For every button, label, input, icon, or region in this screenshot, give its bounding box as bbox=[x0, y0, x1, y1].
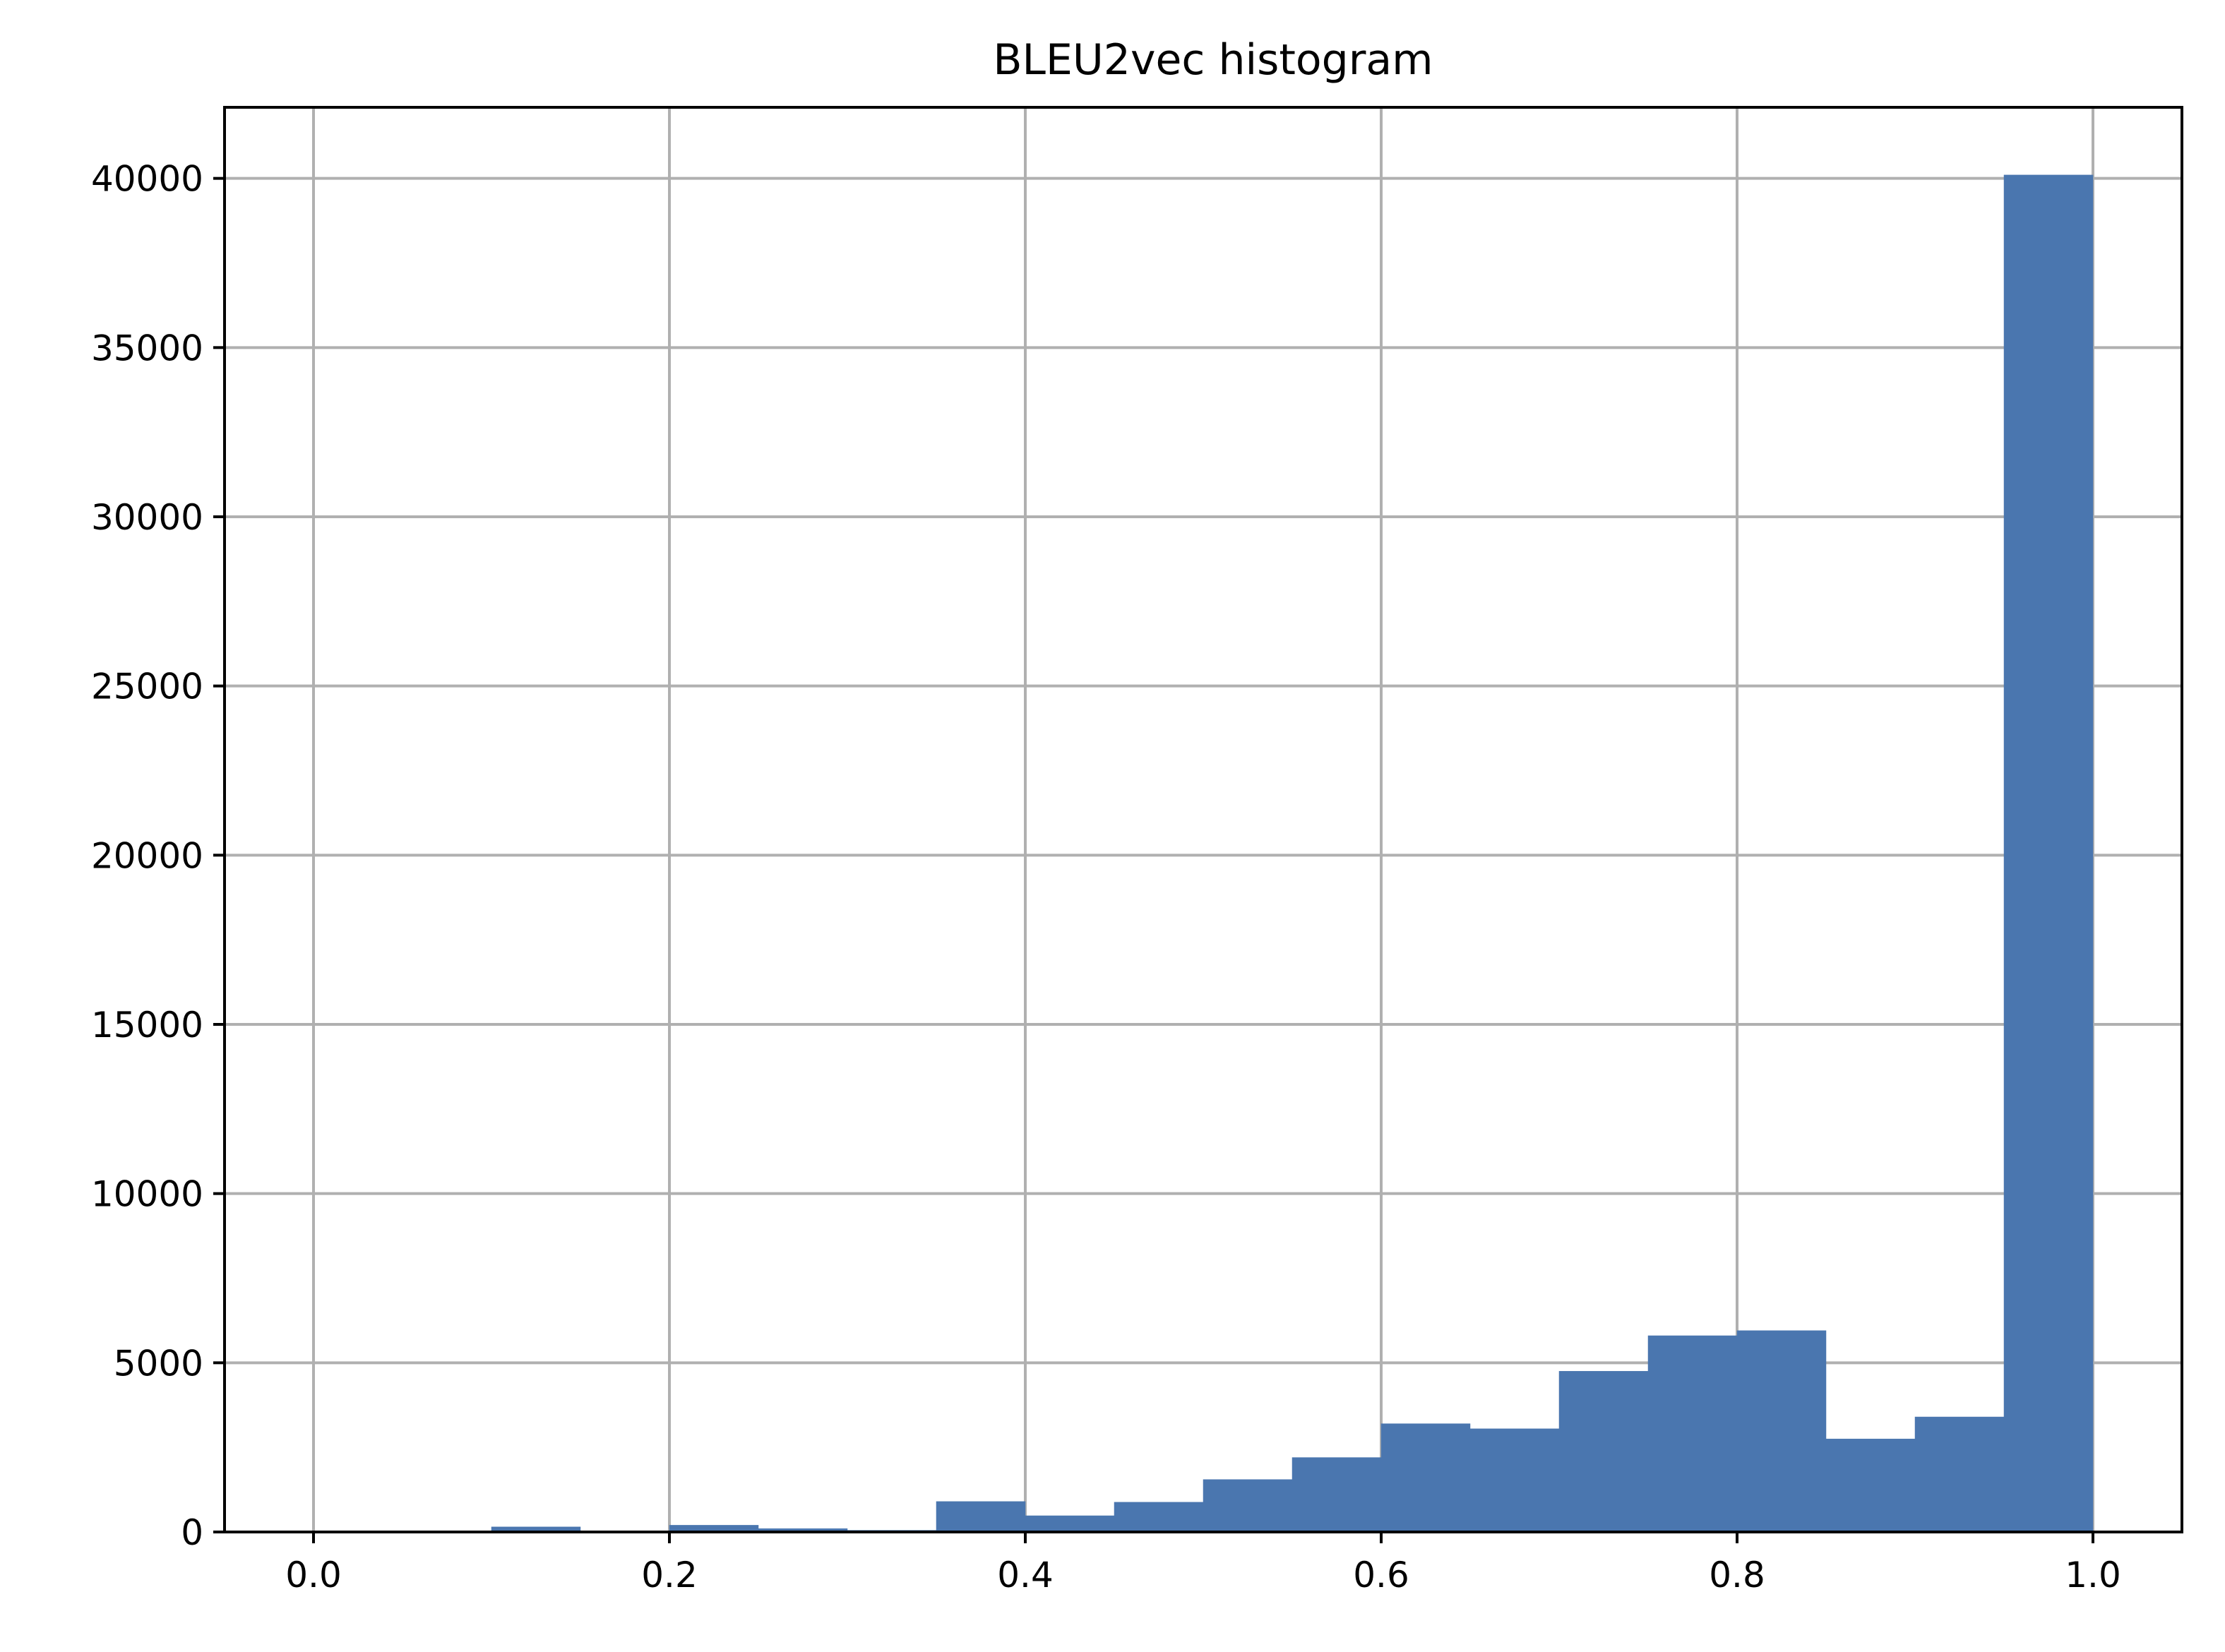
histogram-bar bbox=[1647, 1335, 1738, 1533]
histogram-bar bbox=[1203, 1479, 1293, 1533]
x-tick-label: 0.4 bbox=[997, 1555, 1054, 1596]
x-tick-label: 1.0 bbox=[2065, 1555, 2121, 1596]
histogram-bar bbox=[936, 1501, 1026, 1533]
y-tick-label: 10000 bbox=[91, 1174, 203, 1215]
y-tick-label: 5000 bbox=[114, 1343, 203, 1384]
y-tick-label: 20000 bbox=[91, 835, 203, 876]
histogram-bar bbox=[2003, 174, 2094, 1533]
bars-layer bbox=[491, 174, 2094, 1533]
histogram-bar bbox=[1380, 1423, 1471, 1533]
y-tick-label: 0 bbox=[181, 1512, 203, 1553]
histogram-bar bbox=[1914, 1416, 2005, 1533]
y-tick-label: 35000 bbox=[91, 328, 203, 369]
histogram-bar bbox=[1292, 1457, 1382, 1533]
histogram-bar bbox=[1469, 1428, 1560, 1533]
y-tick-label: 40000 bbox=[91, 159, 203, 200]
x-tick-label: 0.0 bbox=[285, 1555, 342, 1596]
plot-frame bbox=[223, 106, 2183, 1533]
histogram-bar bbox=[1825, 1438, 1916, 1533]
histogram-bar bbox=[1558, 1371, 1649, 1533]
x-tick-label: 0.8 bbox=[1709, 1555, 1765, 1596]
histogram-bar bbox=[1736, 1330, 1827, 1533]
x-tick-label: 0.2 bbox=[641, 1555, 698, 1596]
histogram-bar bbox=[1114, 1502, 1204, 1533]
y-tick-label: 30000 bbox=[91, 497, 203, 538]
ticks-layer: 0.0 0.2 0.4 0.6 0.8 1.0 0 5000 10000 15000 20000 25… bbox=[91, 159, 2121, 1596]
chart-title: BLEU2vec histogram bbox=[993, 35, 1433, 85]
y-tick-label: 25000 bbox=[91, 666, 203, 707]
histogram-bar bbox=[1025, 1515, 1115, 1533]
y-tick-label: 15000 bbox=[91, 1005, 203, 1046]
x-tick-label: 0.6 bbox=[1353, 1555, 1409, 1596]
